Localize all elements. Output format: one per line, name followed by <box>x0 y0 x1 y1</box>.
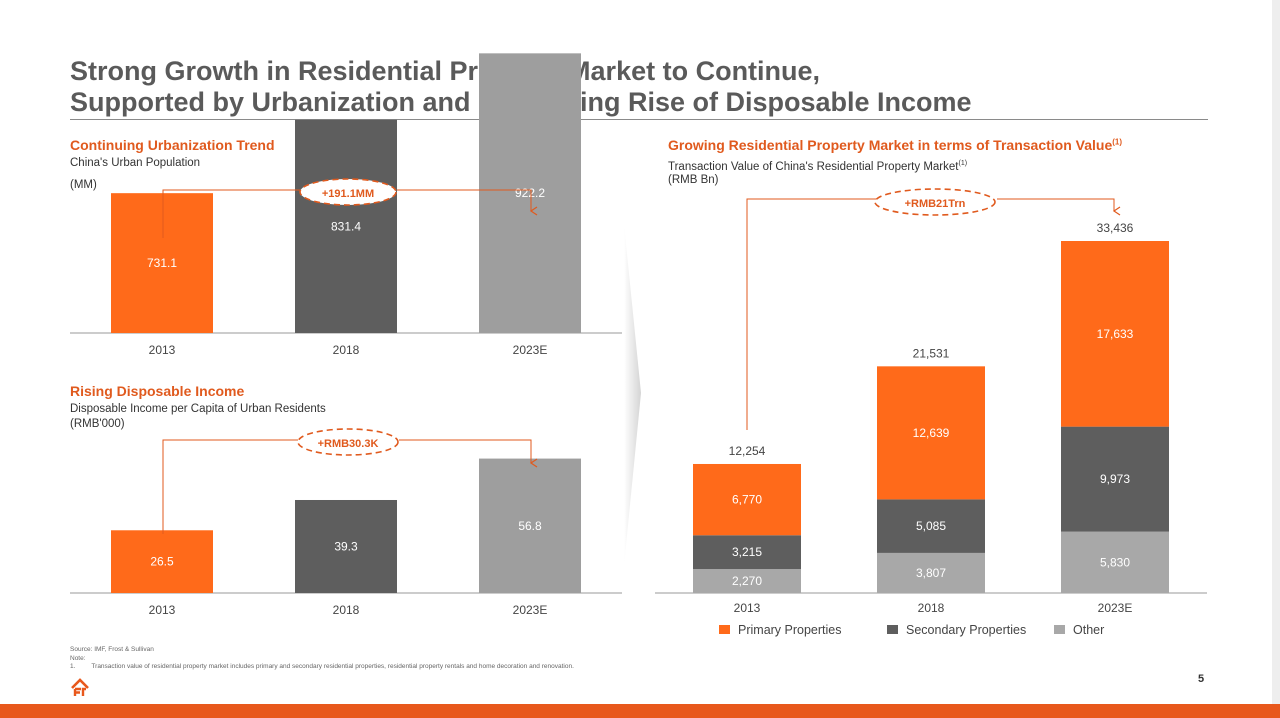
urbanization-x-tick-label: 2018 <box>333 343 360 357</box>
income-value-label: 39.3 <box>334 539 358 553</box>
income-value-label: 56.8 <box>518 519 542 533</box>
source-text: Source: IMF, Frost & Sullivan <box>70 646 154 653</box>
transaction-unit: (RMB Bn) <box>668 174 719 186</box>
transaction-bar-primary-properties-2018 <box>877 366 985 500</box>
transaction-title-text: Growing Residential Property Market in t… <box>668 137 1113 153</box>
transaction-bar-other-2013 <box>693 569 801 593</box>
urbanization-title: Continuing Urbanization Trend <box>70 137 275 153</box>
note-label: Note: <box>70 654 86 662</box>
transaction-segment-label: 5,085 <box>916 519 946 533</box>
transaction-total-label: 12,254 <box>729 444 766 458</box>
urbanization-bar-2013 <box>111 193 213 333</box>
panel-divider-chevron <box>624 224 641 566</box>
transaction-subtitle: Transaction Value of China's Residential… <box>668 156 967 175</box>
income-unit: (RMB'000) <box>70 418 125 430</box>
footer-bar <box>0 704 1280 718</box>
urbanization-value-label: 831.4 <box>331 219 361 233</box>
note-text: Transaction value of residential propert… <box>91 663 574 670</box>
transaction-growth-label: +RMB21Trn <box>905 198 966 210</box>
urbanization-bar-2018 <box>295 119 397 333</box>
income-chart: 26.5 2013 39.3 2018 56.8 2023E +RMB30.3K <box>70 428 622 617</box>
legend-swatch-secondary-properties <box>887 625 898 634</box>
transaction-subtitle-text: Transaction Value of China's Residential… <box>668 160 959 173</box>
company-logo-icon <box>71 678 89 696</box>
transaction-bar-secondary-properties-2018 <box>877 499 985 553</box>
urbanization-unit: (MM) <box>70 179 97 191</box>
transaction-segment-label: 3,215 <box>732 545 762 559</box>
transaction-segment-label: 6,770 <box>732 493 762 507</box>
income-value-label: 26.5 <box>150 555 174 569</box>
legend-swatch-primary-properties <box>719 625 730 634</box>
legend-label-primary-properties: Primary Properties <box>738 623 842 637</box>
transaction-segment-label: 3,807 <box>916 566 946 580</box>
transaction-bar-secondary-properties-2013 <box>693 535 801 570</box>
urbanization-x-tick-label: 2023E <box>513 343 548 357</box>
transaction-total-label: 33,436 <box>1097 221 1134 235</box>
urbanization-bar-2023e <box>479 53 581 334</box>
transaction-x-tick-label: 2018 <box>918 601 945 615</box>
transaction-bar-other-2018 <box>877 552 985 593</box>
legend-label-other: Other <box>1073 623 1104 637</box>
urbanization-chart: 731.1 2013 831.4 2018 922.2 2023E +191.1MM <box>70 53 622 357</box>
income-bar-2023e <box>479 458 581 593</box>
slide-edge <box>1272 0 1280 704</box>
income-growth-badge <box>297 428 399 456</box>
transaction-total-label: 21,531 <box>913 346 950 360</box>
urbanization-x-tick-label: 2013 <box>149 343 176 357</box>
transaction-segment-label: 12,639 <box>913 426 950 440</box>
income-bar-2018 <box>295 499 397 593</box>
income-bar-2013 <box>111 530 213 593</box>
transaction-segment-label: 17,633 <box>1097 327 1134 341</box>
transaction-growth-badge <box>874 188 996 216</box>
note-line: 1. Transaction value of residential prope… <box>70 663 574 672</box>
transaction-bar-primary-properties-2013 <box>693 463 801 536</box>
footnotes: Source: IMF, Frost & Sullivan Note: 1. Tr… <box>70 646 574 672</box>
income-growth-label: +RMB30.3K <box>318 438 379 450</box>
urbanization-growth-label: +191.1MM <box>322 188 374 200</box>
transaction-bar-primary-properties-2023e <box>1061 241 1169 427</box>
transaction-x-tick-label: 2013 <box>734 601 761 615</box>
transaction-chart: 2,270 3,215 6,770 12,254 2013 3,807 5,085 12,63… <box>655 188 1207 637</box>
transaction-bar-other-2023e <box>1061 531 1169 593</box>
transaction-growth-connector <box>746 198 1114 430</box>
income-x-tick-label: 2023E <box>513 603 548 617</box>
title-line-1: Strong Growth in Residential Property Ma… <box>70 56 821 86</box>
income-x-tick-label: 2013 <box>149 603 176 617</box>
transaction-segment-label: 5,830 <box>1100 555 1130 569</box>
legend-label-secondary-properties: Secondary Properties <box>906 623 1026 637</box>
transaction-x-tick-label: 2023E <box>1098 601 1133 615</box>
transaction-title-footnote: (1) <box>1112 137 1123 147</box>
urbanization-growth-badge <box>299 178 397 206</box>
page-number: 5 <box>1198 673 1205 685</box>
income-title: Rising Disposable Income <box>70 383 245 399</box>
note-number: 1. <box>70 663 76 670</box>
urbanization-value-label: 922.2 <box>515 186 545 200</box>
transaction-segment-label: 2,270 <box>732 574 762 588</box>
transaction-bar-secondary-properties-2023e <box>1061 426 1169 532</box>
transaction-segment-label: 9,973 <box>1100 472 1130 486</box>
transaction-title: Growing Residential Property Market in t… <box>668 137 1122 153</box>
legend-swatch-other <box>1054 625 1065 634</box>
income-growth-connector <box>162 439 531 534</box>
title-divider <box>70 119 1208 120</box>
urbanization-growth-connector <box>162 189 531 238</box>
income-x-tick-label: 2018 <box>333 603 360 617</box>
urbanization-subtitle: China's Urban Population <box>70 157 201 169</box>
urbanization-value-label: 731.1 <box>147 256 177 270</box>
transaction-subtitle-footnote: (1) <box>958 160 968 167</box>
income-subtitle: Disposable Income per Capita of Urban Re… <box>70 403 326 415</box>
